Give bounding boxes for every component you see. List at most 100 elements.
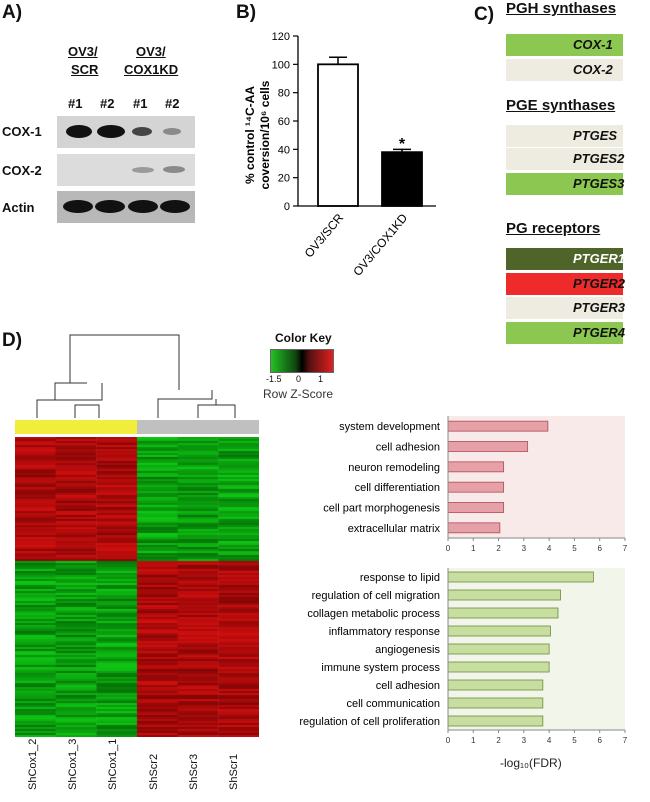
go-term-label: response to lipid	[360, 572, 440, 584]
sample-label: ShCox1_1	[107, 738, 119, 790]
lane-label: #1	[68, 96, 83, 111]
panel-d-label: D)	[2, 330, 23, 351]
gene-label: COX-2	[573, 62, 613, 77]
x-tick-label: 7	[623, 544, 628, 553]
go-bar	[447, 607, 559, 619]
gene-cell	[506, 322, 623, 344]
dendrogram	[36, 334, 236, 418]
go-bar	[447, 441, 529, 452]
bar	[317, 63, 359, 207]
go-bar	[447, 481, 505, 493]
go-chart-down: response to lipid regulation of cell migr…	[299, 568, 628, 745]
gene-label: PTGER4	[573, 325, 626, 340]
x-tick-label: 6	[597, 736, 602, 745]
go-bar	[447, 461, 505, 473]
go-bar	[447, 571, 594, 583]
y-tick-label: 120	[272, 31, 290, 43]
x-tick-label: 5	[572, 736, 577, 745]
go-chart-up: system development cell adhesion neuron re…	[323, 416, 628, 553]
gene-label: PTGER2	[573, 276, 626, 291]
go-bar	[447, 643, 550, 655]
y-tick-label: 60	[278, 116, 290, 128]
plot-background	[448, 416, 625, 538]
significance-star: *	[399, 136, 406, 153]
gene-label: PTGES2	[573, 151, 625, 166]
color-key-tick: 1	[318, 374, 324, 384]
blot-cox1	[57, 116, 195, 148]
color-key-label: Row Z-Score	[263, 387, 334, 401]
x-tick-label: 1	[471, 736, 476, 745]
x-tick-label: OV3/COX1KD	[350, 211, 410, 279]
gene-label: COX-1	[573, 37, 613, 52]
sample-label: ShCox1_3	[67, 738, 79, 790]
go-bar	[447, 625, 551, 637]
gene-label: PTGES3	[573, 176, 625, 191]
x-tick-label: 7	[623, 736, 628, 745]
color-key-tick: 0	[296, 374, 302, 384]
go-term-label: collagen metabolic process	[307, 608, 440, 620]
panel-b-label: B)	[236, 2, 257, 23]
gene-cell	[506, 59, 623, 81]
x-tick-label: 6	[597, 544, 602, 553]
go-bar	[447, 697, 544, 709]
lane-label: #2	[165, 96, 180, 111]
group-kd-line2: COX1KD	[124, 62, 179, 77]
blot-row-label: Actin	[2, 200, 35, 215]
gene-cell	[506, 297, 623, 319]
panel-a-label: A)	[2, 2, 23, 23]
go-term-label: immune system process	[321, 662, 440, 674]
go-bar	[447, 522, 501, 534]
go-term-label: cell differentiation	[355, 482, 440, 494]
go-bar	[447, 715, 544, 727]
sample-label: ShCox1_2	[27, 738, 39, 790]
blot-cox2	[57, 154, 195, 186]
group-scr-line1: OV3/	[68, 44, 98, 59]
y-tick-label: 100	[272, 59, 290, 71]
y-tick-label: 40	[278, 144, 290, 156]
x-tick-label: 0	[446, 736, 451, 745]
x-tick-label: 2	[496, 544, 501, 553]
gene-label: PTGER1	[573, 251, 626, 266]
gene-cell	[506, 148, 623, 170]
x-tick-label: 5	[572, 544, 577, 553]
go-term-label: system development	[339, 421, 440, 433]
heatmap	[15, 437, 259, 737]
gene-cell	[506, 273, 623, 295]
section-title: PG receptors	[506, 220, 601, 237]
color-key-gradient	[270, 349, 334, 373]
group-bar-control	[137, 420, 259, 434]
go-term-label: angiogenesis	[375, 644, 440, 656]
section-title: PGH synthases	[506, 0, 617, 17]
x-tick-label: 1	[471, 544, 476, 553]
blot-row-label: COX-1	[2, 124, 42, 139]
go-xlabel: -log₁₀(FDR)	[500, 756, 562, 770]
gene-label: PTGES	[573, 128, 618, 143]
group-scr-line2: SCR	[71, 62, 99, 77]
go-term-label: extracellular matrix	[348, 523, 441, 535]
x-tick-label: OV3/SCR	[302, 211, 347, 261]
go-term-label: cell communication	[346, 698, 440, 710]
y-tick-label: 0	[284, 201, 290, 213]
blot-actin	[57, 191, 195, 223]
bar-chart-b: 0 20 40 60 80 100 120 % control ¹⁴C-AA coversi…	[243, 31, 436, 279]
go-term-label: cell part morphogenesis	[323, 503, 440, 515]
go-bar	[447, 679, 544, 691]
y-tick-label: 20	[278, 173, 290, 185]
ylabel-line1: % control ¹⁴C-AA	[243, 86, 257, 184]
go-term-label: regulation of cell migration	[312, 590, 440, 602]
section-title: PGE synthases	[506, 97, 616, 114]
lane-label: #1	[133, 96, 148, 111]
gene-cell	[506, 248, 623, 270]
go-term-label: cell adhesion	[376, 442, 440, 454]
gene-label: PTGER3	[573, 300, 626, 315]
go-bar	[447, 502, 505, 513]
sample-label: ShScr3	[188, 753, 200, 790]
x-tick-label: 3	[522, 736, 527, 745]
color-key-title: Color Key	[275, 331, 332, 345]
gene-cell	[506, 173, 623, 195]
x-tick-label: 4	[547, 736, 552, 745]
x-tick-label: 0	[446, 544, 451, 553]
go-bar	[447, 661, 550, 673]
panel-c-label: C)	[474, 4, 495, 25]
go-bar	[447, 420, 549, 432]
